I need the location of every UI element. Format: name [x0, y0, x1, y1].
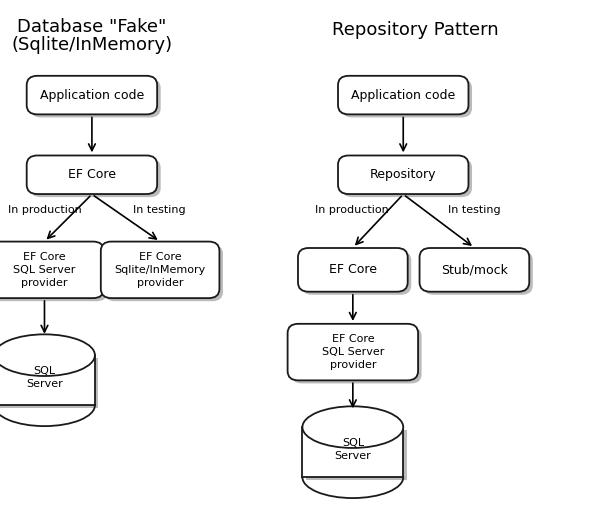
Text: EF Core: EF Core: [329, 263, 377, 277]
Text: EF Core
SQL Server
provider: EF Core SQL Server provider: [321, 334, 384, 370]
FancyBboxPatch shape: [0, 242, 104, 298]
Text: In production: In production: [315, 205, 388, 215]
FancyBboxPatch shape: [101, 242, 219, 298]
FancyBboxPatch shape: [342, 79, 472, 118]
FancyBboxPatch shape: [420, 248, 530, 292]
FancyBboxPatch shape: [104, 245, 223, 301]
Text: EF Core: EF Core: [68, 168, 116, 181]
Text: In testing: In testing: [448, 205, 500, 215]
Text: Repository Pattern: Repository Pattern: [332, 21, 498, 39]
Text: EF Core
SQL Server
provider: EF Core SQL Server provider: [13, 252, 76, 288]
Text: (Sqlite/InMemory): (Sqlite/InMemory): [11, 36, 173, 54]
Polygon shape: [302, 427, 403, 477]
FancyBboxPatch shape: [0, 245, 107, 301]
FancyBboxPatch shape: [27, 76, 157, 115]
FancyBboxPatch shape: [27, 155, 157, 194]
Ellipse shape: [0, 334, 95, 376]
Text: In testing: In testing: [133, 205, 185, 215]
Polygon shape: [306, 430, 407, 480]
Text: SQL
Server: SQL Server: [334, 438, 371, 462]
Text: Application code: Application code: [351, 88, 455, 102]
FancyBboxPatch shape: [301, 251, 412, 295]
Text: Stub/mock: Stub/mock: [441, 263, 508, 277]
Polygon shape: [0, 358, 98, 408]
FancyBboxPatch shape: [291, 327, 422, 383]
Ellipse shape: [302, 406, 403, 448]
FancyBboxPatch shape: [30, 79, 161, 118]
Text: In production: In production: [8, 205, 81, 215]
Polygon shape: [0, 355, 95, 405]
FancyBboxPatch shape: [288, 324, 418, 380]
Text: EF Core
Sqlite/InMemory
provider: EF Core Sqlite/InMemory provider: [114, 252, 206, 288]
FancyBboxPatch shape: [338, 76, 468, 115]
FancyBboxPatch shape: [342, 158, 472, 197]
FancyBboxPatch shape: [423, 251, 533, 295]
FancyBboxPatch shape: [298, 248, 408, 292]
Text: Database "Fake": Database "Fake": [17, 18, 167, 36]
FancyBboxPatch shape: [30, 158, 161, 197]
Text: Repository: Repository: [370, 168, 436, 181]
Text: SQL
Server: SQL Server: [26, 366, 63, 390]
FancyBboxPatch shape: [338, 155, 468, 194]
Text: Application code: Application code: [40, 88, 144, 102]
